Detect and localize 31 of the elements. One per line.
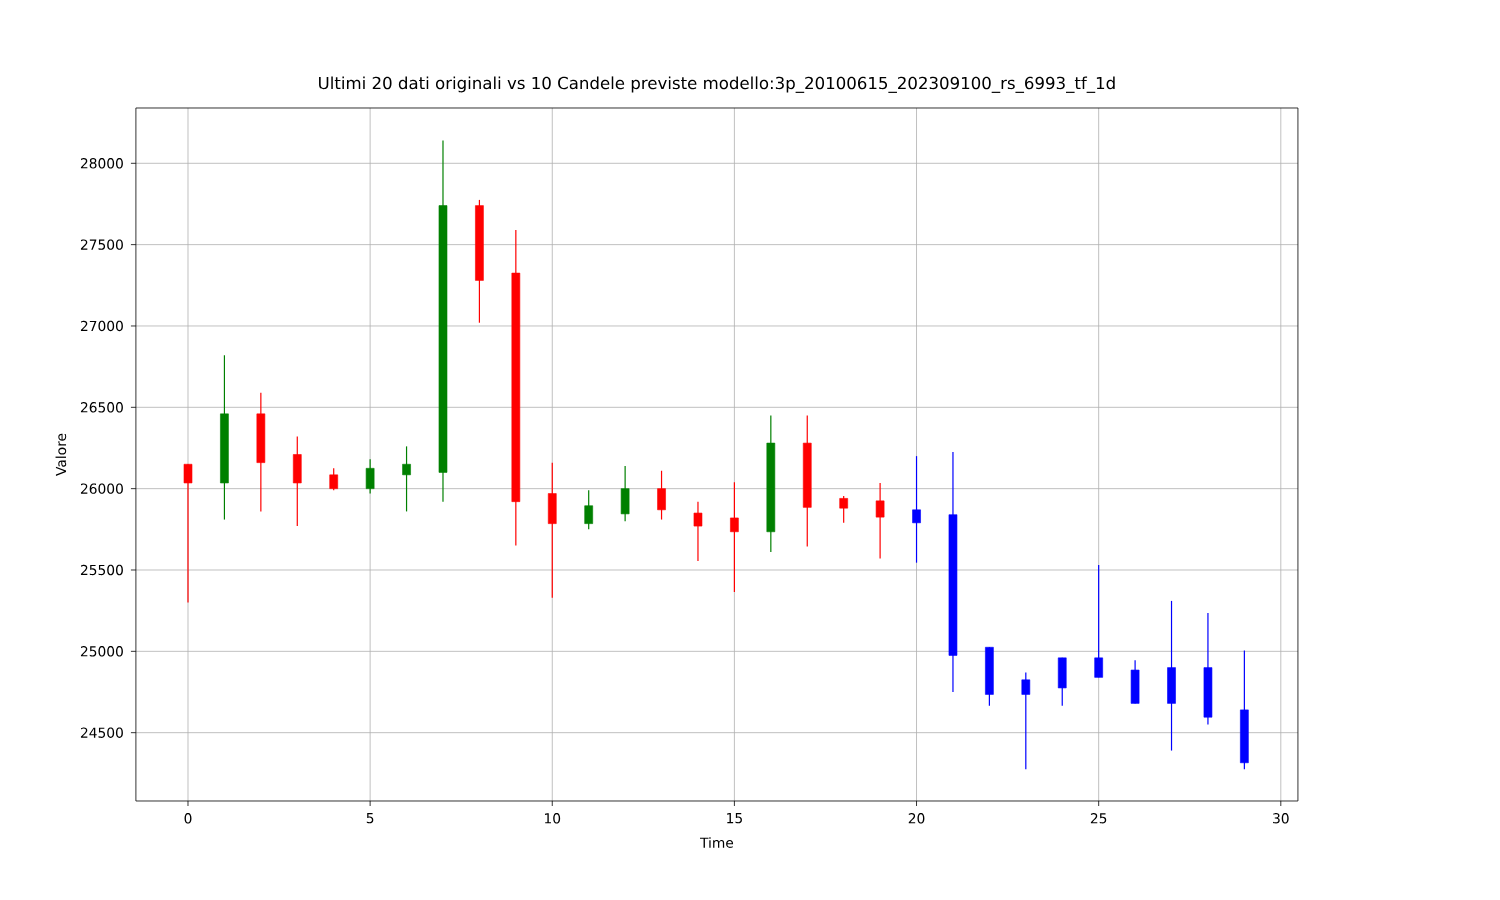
candlestick bbox=[183, 463, 193, 604]
x-tick-label: 20 bbox=[908, 813, 925, 824]
y-tick-label: 26500 bbox=[80, 402, 123, 413]
candlestick bbox=[912, 455, 921, 564]
y-tick-label: 27500 bbox=[80, 239, 123, 250]
y-tick-label: 28000 bbox=[80, 158, 123, 169]
x-tick-label: 5 bbox=[366, 813, 374, 824]
x-axis-title: Time bbox=[700, 837, 734, 848]
candlestick bbox=[584, 489, 593, 530]
chart-title: Ultimi 20 dati originali vs 10 Candele previste modello:3p_20100615_202309100_rs_6993_tf_1d bbox=[319, 76, 1115, 93]
candlestick bbox=[329, 467, 339, 491]
x-tick-label: 10 bbox=[544, 813, 561, 824]
candlestick bbox=[875, 482, 885, 560]
y-axis-title: Valore bbox=[55, 433, 67, 476]
y-tick-label: 25500 bbox=[80, 564, 123, 576]
candlestick bbox=[839, 495, 848, 524]
candlestick bbox=[730, 481, 739, 593]
x-tick-label: 0 bbox=[184, 813, 192, 824]
candlestick bbox=[693, 501, 703, 562]
candlestick bbox=[1094, 564, 1103, 678]
candlestick bbox=[402, 445, 411, 513]
y-tick-label: 24500 bbox=[80, 727, 123, 738]
x-tick-label: 15 bbox=[727, 813, 742, 824]
y-tick-label: 25000 bbox=[80, 646, 123, 657]
x-tick-label: 25 bbox=[1090, 813, 1107, 824]
x-tick-label: 30 bbox=[1273, 813, 1289, 824]
y-tick-label: 26000 bbox=[80, 483, 123, 494]
candlestick bbox=[657, 470, 666, 521]
candlestick bbox=[1021, 671, 1031, 770]
candlestick bbox=[365, 458, 375, 495]
y-tick-label: 27000 bbox=[80, 320, 123, 332]
